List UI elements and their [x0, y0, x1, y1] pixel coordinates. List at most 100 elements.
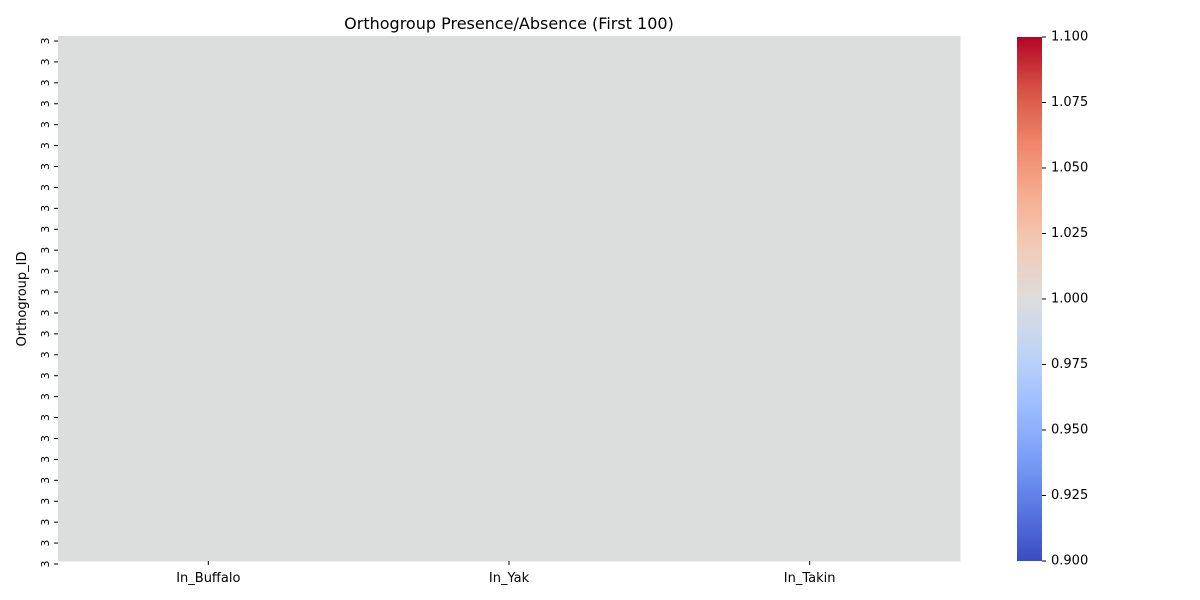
heatmap-cell: [358, 172, 660, 179]
heatmap-cell: [358, 46, 660, 53]
heatmap-cell: [659, 256, 961, 263]
heatmap-cells: [58, 36, 961, 562]
heatmap-cell: [58, 309, 360, 315]
heatmap-cell: [659, 83, 961, 89]
heatmap-cell: [659, 225, 961, 231]
heatmap-cell: [659, 319, 961, 326]
heatmap-cell: [58, 545, 360, 551]
heatmap-cell: [659, 277, 961, 284]
colorbar-tick-label: 0.925: [1051, 488, 1088, 503]
heatmap-cell: [358, 246, 660, 252]
heatmap-cell: [358, 167, 660, 173]
heatmap-cell: [659, 477, 961, 483]
heatmap-cell: [58, 424, 360, 431]
y-tick-label: 3: [39, 456, 52, 463]
heatmap-cell: [659, 435, 961, 441]
heatmap-cell: [58, 477, 360, 483]
heatmap-cell: [358, 198, 660, 205]
heatmap-cell: [58, 377, 360, 383]
y-tick-label: 3: [39, 330, 52, 337]
heatmap-cell: [659, 151, 961, 158]
colorbar-tick-label: 0.975: [1051, 357, 1088, 372]
heatmap-cell: [659, 403, 961, 410]
y-tick-label: 3: [39, 268, 52, 275]
heatmap-cell: [659, 456, 961, 462]
heatmap-cell: [358, 424, 660, 431]
heatmap-cell: [358, 93, 660, 100]
heatmap-cell: [58, 492, 360, 499]
heatmap-cell: [358, 534, 660, 541]
heatmap-cell: [358, 225, 660, 231]
y-tick-label: 3: [39, 414, 52, 421]
heatmap-cell: [659, 330, 961, 336]
y-axis-label: Orthogroup_ID: [15, 252, 30, 347]
heatmap-cell: [58, 93, 360, 100]
heatmap-cell: [58, 461, 360, 467]
heatmap-cell: [58, 372, 360, 378]
heatmap-cell: [659, 188, 961, 194]
heatmap-cell: [58, 440, 360, 446]
heatmap-cell: [58, 340, 360, 347]
heatmap-cell: [659, 298, 961, 305]
heatmap-cell: [58, 198, 360, 205]
heatmap-cell: [58, 513, 360, 520]
heatmap-cell: [659, 193, 961, 200]
heatmap-cell: [659, 324, 961, 331]
heatmap-cell: [358, 340, 660, 347]
heatmap-cell: [358, 293, 660, 299]
colorbar: [1017, 37, 1042, 561]
heatmap-cell: [358, 429, 660, 436]
heatmap-cell: [58, 482, 360, 488]
colorbar-ticks: 0.900 0.925 0.950 0.975 1.000 1.025 1.050 1.075…: [1042, 30, 1088, 569]
heatmap-cell: [659, 303, 961, 310]
heatmap-cell: [58, 120, 360, 126]
y-tick-label: 3: [39, 226, 52, 233]
heatmap-cell: [659, 204, 961, 210]
y-tick-label: 3: [39, 540, 52, 547]
heatmap-cell: [58, 72, 360, 79]
heatmap-cell: [358, 508, 660, 515]
heatmap-cell: [659, 261, 961, 268]
heatmap-cell: [358, 67, 660, 74]
y-tick-label: 3: [39, 79, 52, 86]
heatmap-cell: [659, 508, 961, 515]
heatmap-cell: [358, 555, 660, 562]
heatmap-cell: [58, 125, 360, 131]
colorbar-tick-label: 0.900: [1051, 554, 1088, 569]
heatmap-cell: [659, 130, 961, 137]
heatmap-cell: [358, 88, 660, 95]
heatmap-cell: [358, 41, 660, 47]
heatmap-cell: [58, 508, 360, 515]
heatmap-cell: [58, 162, 360, 168]
y-tick-label: 3: [39, 435, 52, 442]
heatmap-cell: [58, 146, 360, 152]
y-tick-label: 3: [39, 519, 52, 526]
heatmap-cell: [58, 298, 360, 305]
heatmap-cell: [358, 120, 660, 126]
y-tick-label: 3: [39, 561, 52, 568]
heatmap-cell: [58, 419, 360, 425]
y-tick-label: 3: [39, 393, 52, 400]
heatmap-cell: [58, 57, 360, 63]
heatmap-cell: [659, 314, 961, 320]
heatmap-cell: [358, 36, 660, 42]
heatmap-cell: [58, 172, 360, 179]
colorbar-tick-label: 0.950: [1051, 423, 1088, 438]
heatmap-cell: [358, 62, 660, 68]
heatmap-cell: [58, 78, 360, 84]
heatmap-cell: [358, 435, 660, 441]
y-tick-label: 3: [39, 38, 52, 45]
heatmap-cell: [358, 461, 660, 467]
heatmap-cell: [659, 172, 961, 179]
y-tick-labels: 3 3 3 3 3 3 3 3 3 3 3 3 3 3 3 3 3 3 3 3 3 3 3 3 3 3: [39, 38, 58, 568]
heatmap-cell: [659, 366, 961, 373]
heatmap-cell: [358, 188, 660, 194]
heatmap-cell: [58, 540, 360, 546]
heatmap-cell: [659, 146, 961, 152]
heatmap-cell: [358, 162, 660, 168]
heatmap-cell: [58, 62, 360, 68]
heatmap-cell: [358, 251, 660, 257]
heatmap-cell: [358, 303, 660, 310]
y-tick-label: 3: [39, 351, 52, 358]
heatmap-cell: [358, 314, 660, 320]
